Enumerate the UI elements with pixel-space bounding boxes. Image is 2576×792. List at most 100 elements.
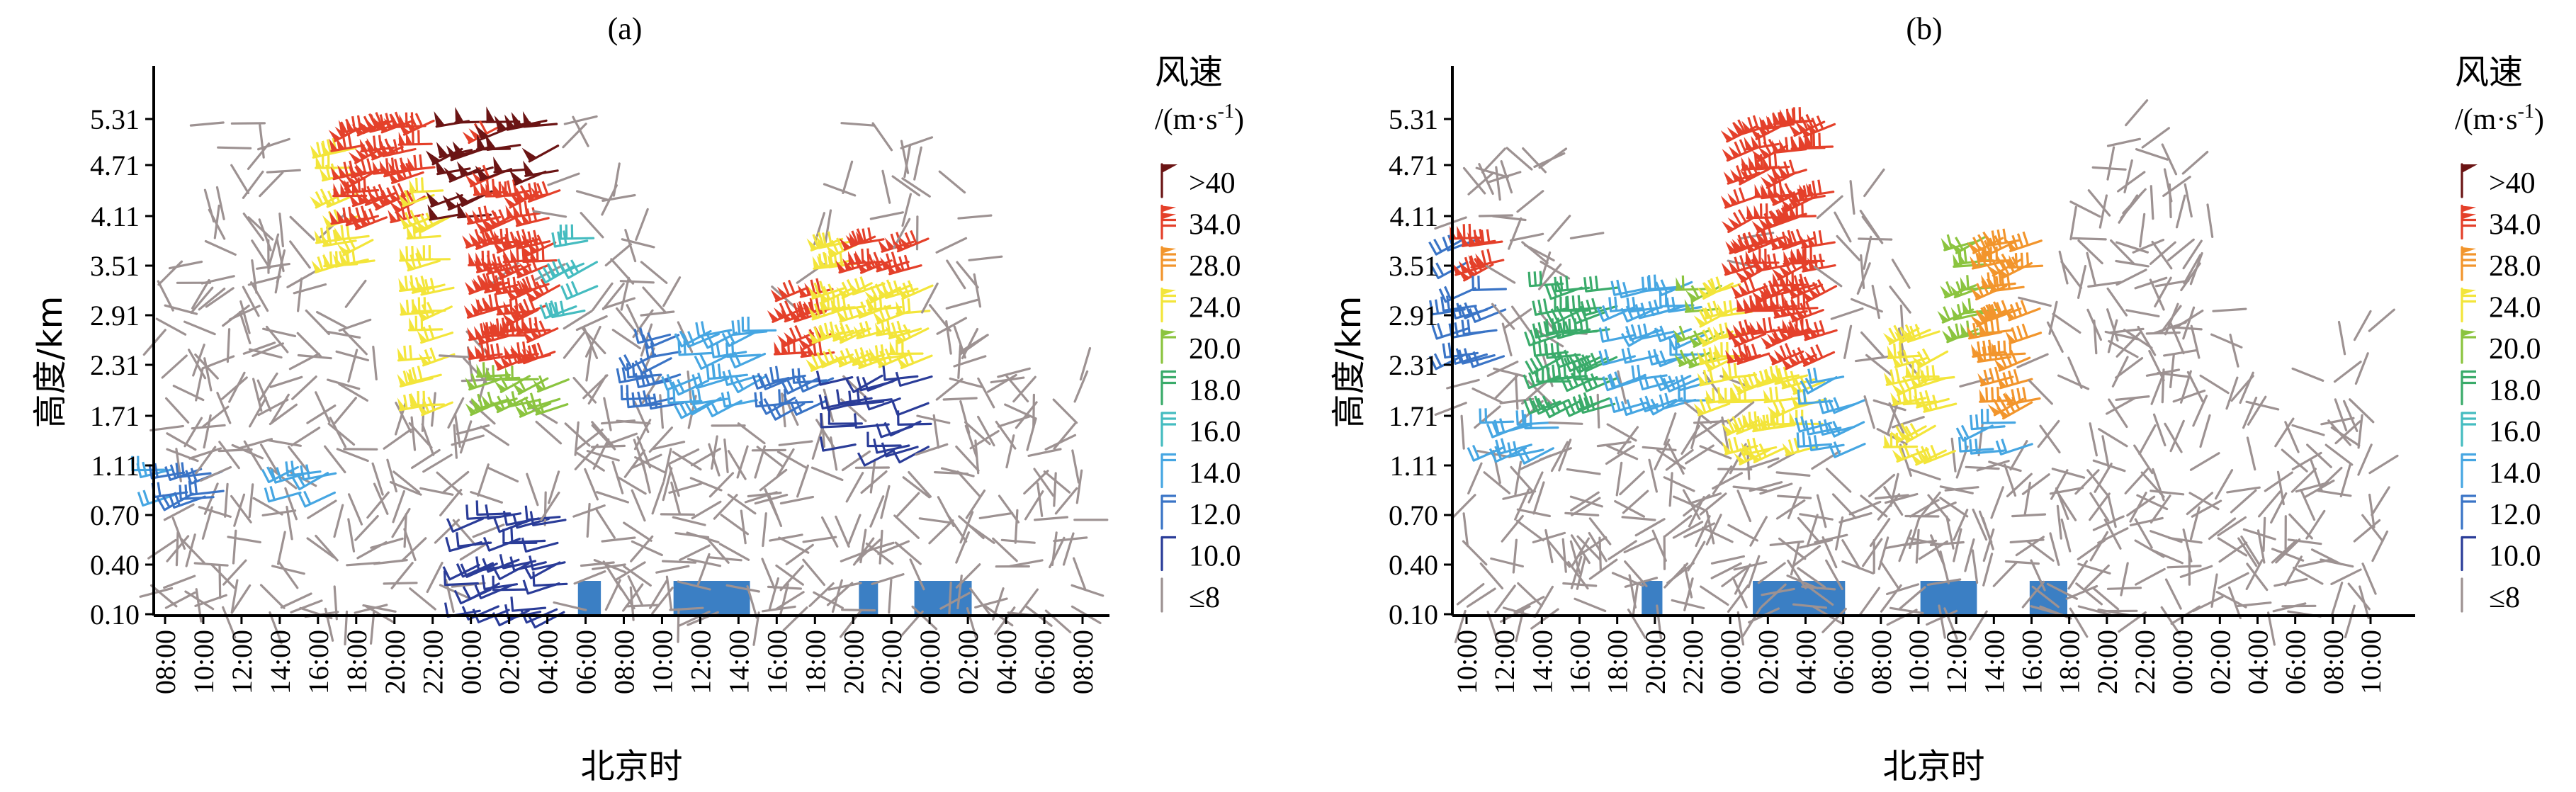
wind-barb (441, 470, 470, 494)
legend-entry: 20.0 (1160, 329, 1241, 366)
wind-barb (1992, 561, 2018, 587)
wind-barb (1863, 168, 1885, 198)
wind-barb (1474, 405, 1501, 429)
wind-barb (752, 611, 760, 646)
wind-barb (2180, 262, 2201, 292)
wind-barb (404, 252, 441, 272)
wind-barb (336, 448, 369, 463)
wind-barb (957, 344, 962, 380)
wind-barb (2349, 398, 2375, 424)
wind-barb (1693, 397, 1731, 417)
wind-barb (961, 328, 979, 360)
wind-barb (1889, 606, 1924, 615)
wind-barb (777, 324, 814, 348)
wind-barb (1990, 486, 2004, 519)
wind-barb (946, 259, 966, 290)
wind-barb (1732, 485, 1768, 492)
wind-barb (995, 420, 1017, 450)
wind-barb (616, 475, 647, 495)
wind-barb (2168, 536, 2203, 544)
wind-barb (1532, 481, 1545, 515)
wind-barb (2021, 473, 2050, 495)
wind-barb (1687, 541, 1706, 572)
x-tick-label: 22:00 (417, 630, 449, 694)
legend: 风速 /(m·s-1) >40 34.0 28.0 24.0 20.0 18.0 16.0 14.… (1155, 52, 1244, 614)
wind-barb (1811, 450, 1841, 470)
wind-barb (1467, 171, 1495, 196)
wind-barb (1763, 386, 1799, 404)
wind-barb (163, 575, 196, 589)
wind-barb (2120, 562, 2129, 596)
wind-barb (592, 282, 614, 311)
wind-barb (409, 587, 436, 611)
wind-barb (935, 237, 968, 254)
wind-barb (687, 558, 722, 567)
wind-barb (531, 398, 569, 416)
wind-barb (871, 122, 893, 152)
wind-barb (190, 286, 214, 314)
wind-barb (928, 304, 951, 332)
wind-barb (2334, 420, 2361, 445)
wind-barb (2157, 371, 2191, 378)
wind-barb (2267, 611, 2276, 646)
wind-barb (139, 587, 174, 598)
wind-barb (1862, 538, 1883, 567)
wind-barb (443, 570, 480, 587)
wind-barb (2240, 535, 2261, 566)
wind-barb (2030, 559, 2046, 592)
wind-barb (1460, 414, 1465, 450)
wind-barb (1722, 139, 1759, 162)
wind-barb (601, 297, 636, 310)
wind-barb (247, 216, 274, 241)
wind-barb (1561, 538, 1567, 573)
legend-title: 风速 (2455, 52, 2523, 92)
wind-barb (993, 606, 1016, 635)
wind-barb (1483, 471, 1511, 494)
wind-barb (2291, 367, 2324, 383)
wind-barb (1683, 564, 1693, 599)
wind-barb (1017, 588, 1039, 617)
wind-barb (672, 516, 706, 526)
wind-barb (505, 391, 542, 408)
wind-barb (470, 490, 504, 504)
wind-barb (2262, 516, 2266, 553)
wind-barb (2009, 440, 2028, 471)
wind-barb (595, 509, 616, 539)
wind-barb (1663, 476, 1695, 492)
wind-barb (1710, 562, 1742, 579)
wind-barb (2069, 205, 2077, 241)
wind-barb (892, 230, 930, 253)
wind-barb (1989, 274, 2025, 293)
wind-barb (230, 494, 252, 524)
wind-barb (824, 209, 832, 244)
wind-barb (744, 491, 778, 504)
wind-barb (2039, 424, 2061, 454)
wind-barb (725, 584, 761, 593)
wind-barb (2160, 305, 2182, 334)
wind-barb (1682, 489, 1701, 520)
wind-barb (1969, 439, 2005, 455)
wind-barb (1971, 549, 1979, 584)
x-tick-label: 12:00 (1488, 630, 1520, 694)
wind-barb (840, 122, 876, 127)
wind-barb (1884, 368, 1920, 386)
wind-barb (2086, 251, 2096, 286)
wind-barb (2306, 443, 2332, 468)
x-tick-label: 20:00 (2091, 630, 2123, 694)
wind-barb (740, 509, 747, 545)
wind-barb (1511, 305, 1532, 335)
wind-barb (524, 278, 561, 302)
wind-barb (1732, 576, 1748, 609)
x-tick-label: 22:00 (876, 630, 908, 694)
wind-barb (2284, 421, 2300, 453)
wind-barb (695, 321, 733, 338)
wind-barb (2186, 370, 2204, 403)
wind-barb (563, 331, 586, 359)
wind-barb (775, 564, 804, 586)
wind-barb (434, 519, 461, 544)
wind-barb (648, 426, 674, 453)
wind-barb (2291, 424, 2325, 436)
wind-barb (482, 536, 521, 552)
wind-barb (1605, 444, 1635, 465)
legend-entry: 28.0 (2461, 246, 2541, 283)
